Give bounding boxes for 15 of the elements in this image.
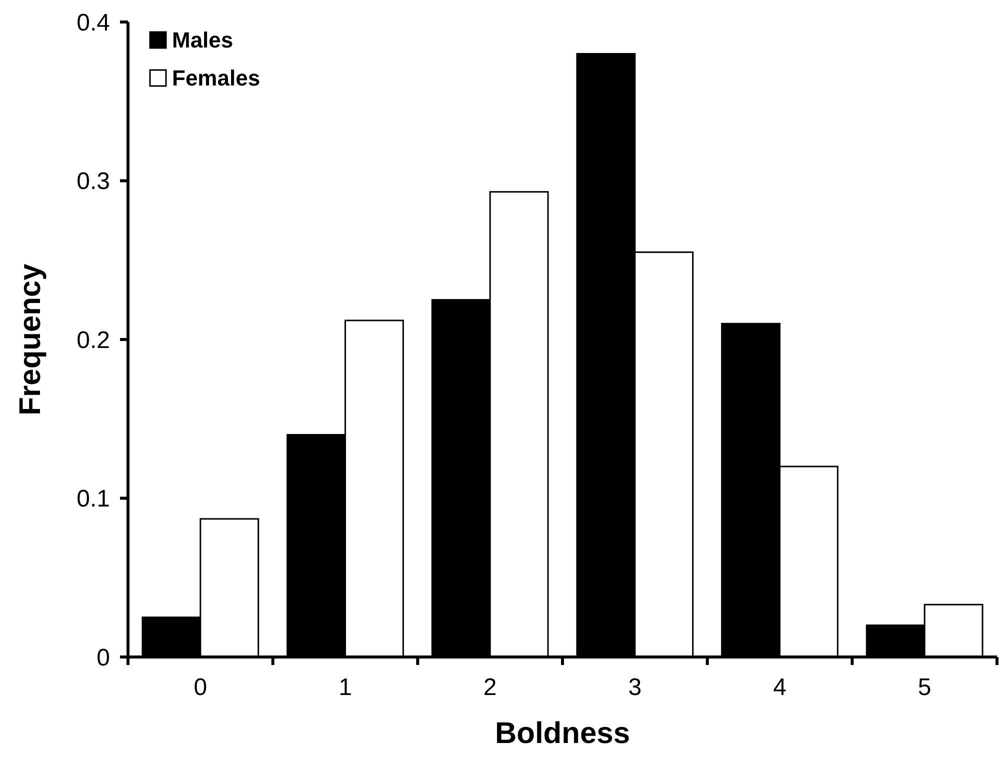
legend-label: Males <box>172 28 234 53</box>
x-tick-label: 2 <box>483 674 497 701</box>
x-axis-title: Boldness <box>494 717 630 750</box>
x-tick-label: 1 <box>338 674 352 701</box>
y-tick-label: 0.4 <box>76 9 110 36</box>
legend-label: Females <box>172 66 260 91</box>
y-tick-label: 0.2 <box>76 326 110 354</box>
y-tick-label: 0.3 <box>76 168 110 196</box>
x-tick-label: 3 <box>628 674 642 701</box>
y-axis-title: Frequency <box>14 263 47 416</box>
y-tick-label: 0 <box>96 644 110 672</box>
y-tick-label: 0.1 <box>76 486 110 513</box>
x-tick-label: 5 <box>918 674 932 701</box>
x-tick-label: 0 <box>194 674 208 701</box>
x-tick-label: 4 <box>773 674 786 701</box>
